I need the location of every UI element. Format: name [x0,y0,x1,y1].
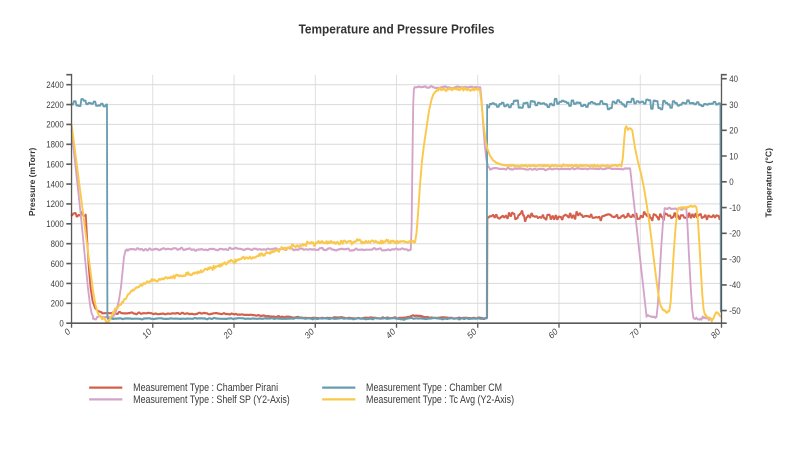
svg-text:10: 10 [729,151,738,162]
svg-text:1200: 1200 [46,198,64,209]
svg-text:-40: -40 [729,279,741,290]
svg-text:1000: 1000 [46,218,64,229]
svg-text:600: 600 [51,258,64,269]
svg-text:200: 200 [51,298,64,309]
svg-text:1400: 1400 [46,179,64,190]
svg-text:30: 30 [729,99,738,110]
svg-text:-30: -30 [729,254,741,265]
svg-text:Measurement Type : Chamber CM: Measurement Type : Chamber CM [366,382,502,394]
svg-text:Pressure (mTorr): Pressure (mTorr) [28,148,37,217]
svg-text:0: 0 [59,318,64,329]
svg-text:2000: 2000 [46,119,64,130]
svg-text:Temperature (°C): Temperature (°C) [764,148,773,218]
svg-text:2400: 2400 [46,79,64,90]
svg-text:Measurement Type : Shelf SP (Y: Measurement Type : Shelf SP (Y2-Axis) [133,394,290,406]
svg-text:800: 800 [51,238,64,249]
svg-text:Temperature and Pressure Profi: Temperature and Pressure Profiles [299,24,495,37]
svg-text:-10: -10 [729,202,741,213]
svg-text:1600: 1600 [46,159,64,170]
svg-text:400: 400 [51,278,64,289]
svg-text:Measurement Type : Tc Avg (Y2-: Measurement Type : Tc Avg (Y2-Axis) [366,394,514,406]
svg-text:Measurement Type : Chamber Pir: Measurement Type : Chamber Pirani [133,382,278,394]
svg-text:1800: 1800 [46,139,64,150]
svg-text:0: 0 [63,326,72,338]
svg-text:20: 20 [729,125,738,136]
svg-text:2200: 2200 [46,99,64,110]
svg-text:-50: -50 [729,305,741,316]
svg-text:-20: -20 [729,228,741,239]
svg-text:0: 0 [729,176,734,187]
svg-text:40: 40 [729,73,738,84]
